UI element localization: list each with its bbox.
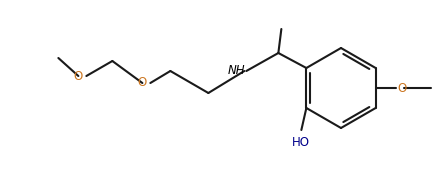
Text: O: O	[73, 70, 82, 82]
Text: HO: HO	[292, 136, 310, 149]
Text: O: O	[398, 82, 407, 95]
Text: NH: NH	[228, 65, 245, 77]
Text: O: O	[137, 77, 146, 89]
